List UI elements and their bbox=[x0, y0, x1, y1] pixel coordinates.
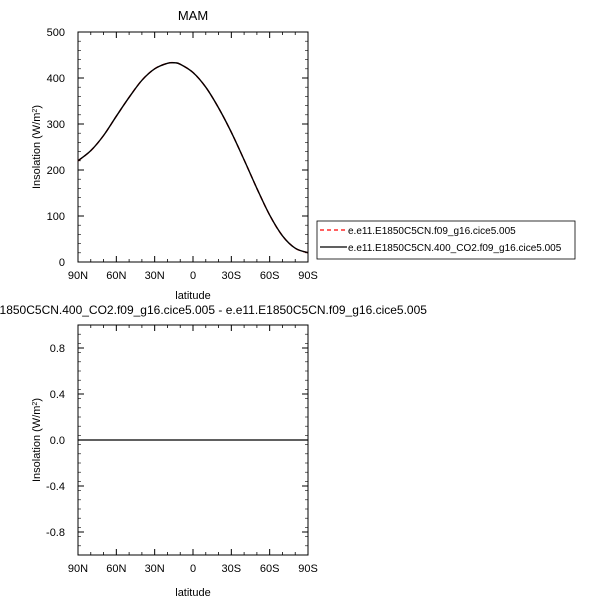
bottom-x-tick-label: 60N bbox=[106, 563, 126, 575]
top-y-tick-label: 0 bbox=[59, 257, 65, 269]
top-plot-frame bbox=[77, 31, 309, 263]
top-panel: MAM 90N 60N 30N 0 30S 60S 90S0100200300400500 … bbox=[31, 8, 318, 302]
bottom-panel-title: e.e11.E1850C5CN.400_CO2.f09_g16.cice5.00… bbox=[0, 303, 427, 317]
bottom-y-tick-label: 0.4 bbox=[50, 389, 65, 401]
top-y-tick-label: 300 bbox=[47, 119, 65, 131]
top-series-line-2 bbox=[77, 61, 309, 254]
bottom-x-tick-label: 30S bbox=[222, 563, 242, 575]
bottom-x-tick-label: 60S bbox=[260, 563, 280, 575]
legend-box bbox=[316, 220, 576, 260]
top-x-tick-label: 30S bbox=[222, 270, 242, 282]
top-y-axis-label: Insolation (W/m2) bbox=[31, 105, 43, 189]
legend-label-series-1: e.e11.E1850C5CN.f09_g16.cice5.005 bbox=[348, 226, 516, 237]
top-x-tick-label: 60N bbox=[106, 270, 126, 282]
top-y-tick-label: 200 bbox=[47, 165, 65, 177]
top-x-tick-label: 0 bbox=[190, 270, 196, 282]
bottom-x-tick-label: 90S bbox=[298, 563, 318, 575]
legend: e.e11.E1850C5CN.f09_g16.cice5.005 e.e11.… bbox=[316, 220, 576, 260]
top-x-tick-label: 90N bbox=[68, 270, 88, 282]
top-y-tick-label: 500 bbox=[47, 27, 65, 39]
top-x-tick-label: 60S bbox=[260, 270, 280, 282]
bottom-x-axis-label: latitude bbox=[175, 587, 210, 599]
top-y-tick-label: 100 bbox=[47, 211, 65, 223]
top-series-line-1 bbox=[77, 61, 309, 254]
top-x-axis-label: latitude bbox=[175, 290, 210, 302]
bottom-x-tick-label: 90N bbox=[68, 563, 88, 575]
bottom-y-tick-label: 0.0 bbox=[50, 435, 65, 447]
top-x-tick-label: 90S bbox=[298, 270, 318, 282]
top-x-tick-label: 30N bbox=[145, 270, 165, 282]
bottom-x-tick-label: 30N bbox=[145, 563, 165, 575]
bottom-y-tick-label: -0.4 bbox=[46, 481, 65, 493]
bottom-panel: e.e11.E1850C5CN.400_CO2.f09_g16.cice5.00… bbox=[0, 303, 427, 599]
bottom-y-tick-label: 0.8 bbox=[50, 343, 65, 355]
bottom-y-axis-label: Insolation (W/m2) bbox=[31, 398, 43, 482]
bottom-x-tick-label: 0 bbox=[190, 563, 196, 575]
top-panel-title: MAM bbox=[178, 8, 208, 23]
legend-label-series-2: e.e11.E1850C5CN.400_CO2.f09_g16.cice5.00… bbox=[348, 243, 562, 254]
top-y-tick-label: 400 bbox=[47, 73, 65, 85]
bottom-y-tick-label: -0.8 bbox=[46, 527, 65, 539]
